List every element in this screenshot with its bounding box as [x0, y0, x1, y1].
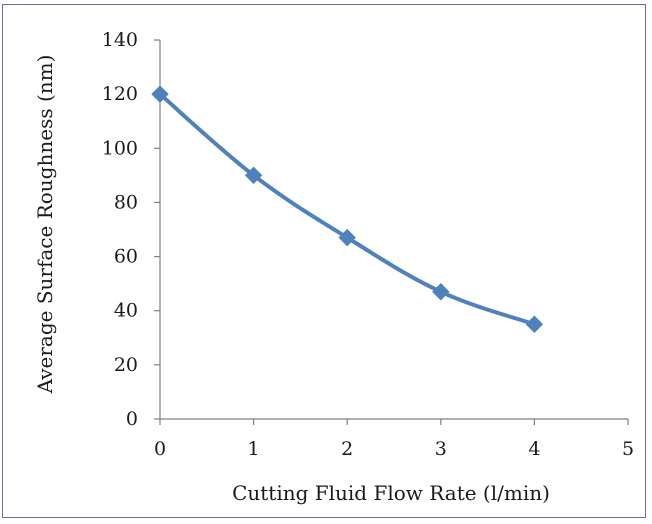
- tick-labels: 0 20 40 60 80 100 120 140 0 1 2 3 4 5: [102, 29, 634, 460]
- data-point-marker: [338, 228, 356, 247]
- y-tick-label: 100: [102, 137, 138, 159]
- chart-frame: [2, 4, 646, 518]
- y-tick-label: 140: [102, 29, 138, 51]
- y-tick-label: 60: [114, 246, 138, 268]
- y-axis-title: Average Surface Roughness (nm): [33, 55, 57, 395]
- data-point-marker: [432, 283, 450, 301]
- y-tick-label: 20: [114, 354, 138, 376]
- y-tick-label: 80: [114, 191, 138, 213]
- y-tick-label: 0: [126, 408, 138, 430]
- x-tick-label: 4: [528, 438, 540, 460]
- axes: [154, 39, 629, 425]
- data-point-marker: [525, 315, 544, 333]
- x-tick-label: 2: [341, 438, 353, 460]
- data-point-marker: [244, 166, 263, 185]
- data-point-marker: [151, 85, 169, 103]
- x-tick-label: 5: [622, 438, 634, 460]
- y-tick-label: 40: [114, 300, 138, 322]
- y-tick-label: 120: [102, 83, 138, 105]
- x-tick-label: 1: [248, 438, 260, 460]
- x-axis-title: Cutting Fluid Flow Rate (l/min): [232, 481, 550, 505]
- plot-area: [151, 85, 544, 333]
- series-line: [158, 92, 536, 327]
- x-tick-label: 0: [154, 438, 166, 460]
- x-tick-label: 3: [435, 438, 447, 460]
